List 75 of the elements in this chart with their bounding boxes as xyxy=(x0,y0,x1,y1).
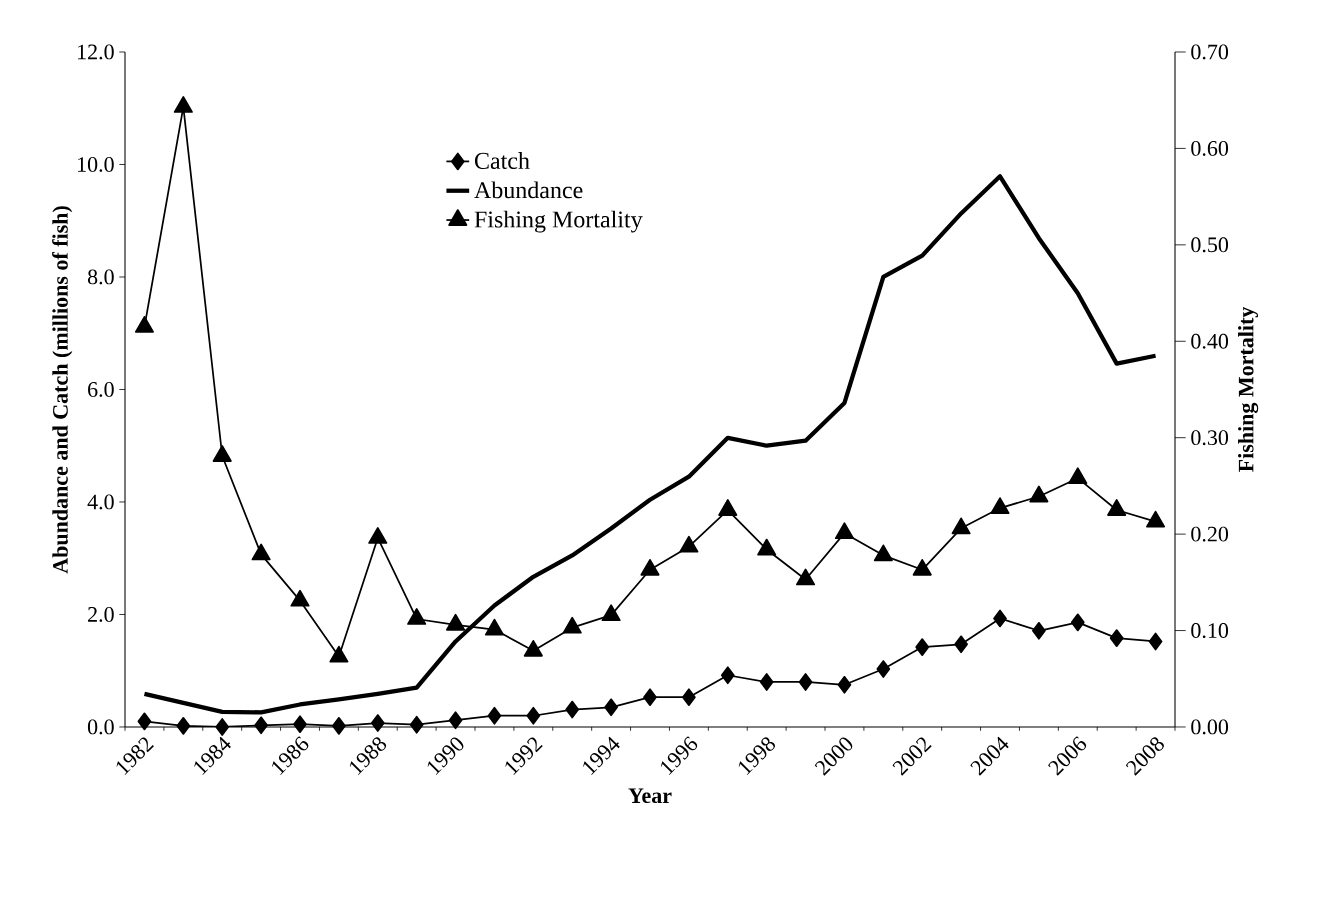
y-tick-label: 2.0 xyxy=(88,607,114,622)
point xyxy=(915,638,930,656)
legend-label: Abundance xyxy=(474,181,583,199)
point xyxy=(837,675,852,694)
point xyxy=(759,673,774,691)
point xyxy=(562,616,582,634)
point xyxy=(484,618,504,636)
point xyxy=(293,715,307,734)
y-tick-label: 4.0 xyxy=(87,494,114,510)
legend-label: Catch xyxy=(474,152,530,169)
point xyxy=(565,700,580,719)
point xyxy=(643,688,657,707)
point xyxy=(1070,613,1085,632)
point xyxy=(990,497,1010,514)
point xyxy=(173,96,193,113)
y2-tick-label: 0.10 xyxy=(1191,623,1229,639)
y2-tick-label: 0.70 xyxy=(1191,44,1229,60)
point xyxy=(215,718,230,736)
point xyxy=(523,639,543,657)
y2-tick-label: 0.50 xyxy=(1191,237,1229,253)
point xyxy=(720,666,735,685)
point xyxy=(176,716,191,735)
point xyxy=(1107,499,1127,516)
y-tick-label: 10.0 xyxy=(78,157,114,172)
point xyxy=(876,660,891,678)
point xyxy=(370,714,385,732)
point xyxy=(251,543,271,561)
y-tick-label: 6.0 xyxy=(88,382,114,397)
point xyxy=(487,706,502,725)
point xyxy=(526,706,541,725)
point xyxy=(446,613,466,631)
point xyxy=(254,716,268,735)
point xyxy=(329,645,349,663)
point xyxy=(1148,632,1163,651)
point xyxy=(448,711,463,730)
point xyxy=(679,535,699,553)
point xyxy=(134,315,154,333)
point xyxy=(912,558,932,576)
point xyxy=(954,635,968,654)
y2-tick-label: 0.40 xyxy=(1191,333,1229,349)
point xyxy=(601,604,621,621)
point xyxy=(1146,510,1166,528)
y2-tick-label: 0.60 xyxy=(1191,140,1229,156)
y-tick-label: 8.0 xyxy=(87,269,114,285)
point xyxy=(1032,621,1046,640)
y-axis-title: Abundance and Catch (millions of fish) xyxy=(52,206,73,574)
point xyxy=(718,499,738,516)
point xyxy=(640,558,660,576)
point xyxy=(332,716,346,735)
point xyxy=(604,698,618,717)
point xyxy=(368,527,388,544)
point xyxy=(409,715,424,734)
y-tick-label: 12.0 xyxy=(78,44,114,60)
point xyxy=(951,517,971,535)
point xyxy=(1109,629,1124,647)
point xyxy=(137,712,152,731)
point xyxy=(798,673,813,691)
y2-tick-label: 0.20 xyxy=(1191,526,1229,542)
point xyxy=(834,522,854,540)
y-tick-label: 0.0 xyxy=(87,719,114,735)
point xyxy=(796,568,816,586)
x-axis-title: Year xyxy=(628,788,672,804)
point xyxy=(1029,485,1049,503)
point xyxy=(757,538,777,556)
legend-label: Fishing Mortality xyxy=(474,210,643,233)
point xyxy=(682,688,696,707)
point xyxy=(873,544,893,562)
point xyxy=(993,609,1007,628)
point xyxy=(212,445,232,462)
point xyxy=(407,608,427,625)
y2-axis-title: Fishing Mortality xyxy=(1238,306,1259,472)
y2-tick-label: 0.30 xyxy=(1191,430,1229,446)
point xyxy=(1068,467,1088,485)
y2-tick-label: 0.00 xyxy=(1191,719,1229,735)
point xyxy=(290,589,310,607)
